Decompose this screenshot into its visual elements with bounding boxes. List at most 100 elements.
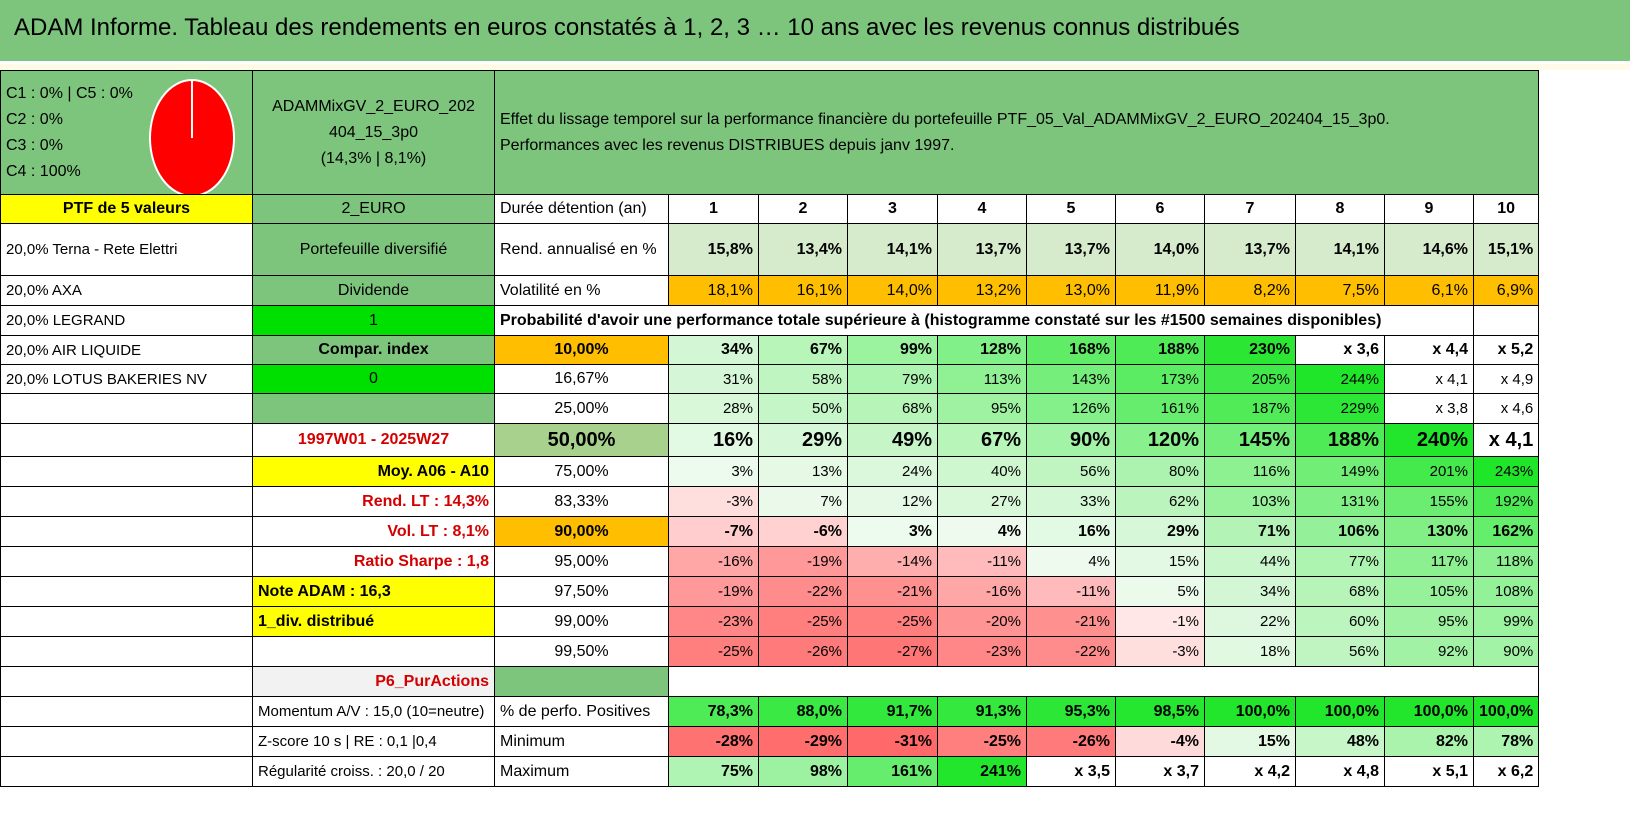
rend-value: 15,8% bbox=[668, 223, 759, 276]
quantile-value: -20% bbox=[937, 606, 1027, 637]
vol-value: 7,5% bbox=[1295, 275, 1385, 306]
quantile-value: 68% bbox=[847, 393, 938, 424]
vol-value: 16,1% bbox=[758, 275, 848, 306]
quantile-value: 31% bbox=[668, 364, 759, 394]
pos-label: % de perfo. Positives bbox=[494, 696, 669, 727]
class-summary-cell: C1 : 0% | C5 : 0% C2 : 0% C3 : 0% C4 : 1… bbox=[0, 70, 253, 195]
quantile-value: -27% bbox=[847, 636, 938, 667]
pos-value: 91,7% bbox=[847, 696, 938, 727]
quantile-value: 56% bbox=[1026, 456, 1116, 487]
quantile-value: 27% bbox=[937, 486, 1027, 517]
quantile-value: -19% bbox=[668, 576, 759, 607]
empty-cell bbox=[494, 666, 669, 697]
class-c4: C4 : 100% bbox=[6, 162, 81, 180]
quantile-value: 244% bbox=[1295, 364, 1385, 394]
quantile-value: 3% bbox=[847, 516, 938, 547]
quantile-value: 40% bbox=[937, 456, 1027, 487]
quantile-value: 68% bbox=[1295, 576, 1385, 607]
quantile-value: -21% bbox=[1026, 606, 1116, 637]
quantile-value: 16% bbox=[1026, 516, 1116, 547]
year-header: 4 bbox=[937, 194, 1027, 224]
fund-name-line2: 404_15_3p0 bbox=[329, 123, 418, 141]
quantile-value: 155% bbox=[1384, 486, 1474, 517]
vol-value: 18,1% bbox=[668, 275, 759, 306]
vol-value: 14,0% bbox=[847, 275, 938, 306]
quantile-value: -1% bbox=[1115, 606, 1205, 637]
quantile-value: 108% bbox=[1472, 576, 1540, 607]
quantile-value: 5% bbox=[1115, 576, 1205, 607]
holding-item: 20,0% Terna - Rete Elettri bbox=[0, 223, 253, 276]
quantile-value: -26% bbox=[758, 636, 848, 667]
year-header: 6 bbox=[1115, 194, 1205, 224]
quantile-value: 162% bbox=[1472, 516, 1540, 547]
rend-lt-label: Rend. LT : 14,3% bbox=[252, 486, 495, 517]
quantile-value: 230% bbox=[1204, 335, 1296, 365]
quantile-label: 25,00% bbox=[494, 393, 669, 424]
max-value: x 4,8 bbox=[1295, 756, 1385, 787]
empty-cell bbox=[0, 456, 253, 487]
quantile-value: 24% bbox=[847, 456, 938, 487]
min-value: 78% bbox=[1472, 726, 1540, 757]
quantile-value: 173% bbox=[1115, 364, 1205, 394]
rend-value: 13,7% bbox=[1204, 223, 1296, 276]
quantile-value: 126% bbox=[1026, 393, 1116, 424]
quantile-value: 16% bbox=[668, 423, 759, 457]
quantile-value: 62% bbox=[1115, 486, 1205, 517]
note-label: Note ADAM : 16,3 bbox=[252, 576, 495, 607]
year-header: 9 bbox=[1384, 194, 1474, 224]
quantile-label: 97,50% bbox=[494, 576, 669, 607]
quantile-value: 44% bbox=[1204, 546, 1296, 577]
vol-label: Volatilité en % bbox=[494, 275, 669, 306]
quantile-value: -16% bbox=[668, 546, 759, 577]
quantile-value: 161% bbox=[1115, 393, 1205, 424]
quantile-value: 77% bbox=[1295, 546, 1385, 577]
quantile-value: 201% bbox=[1384, 456, 1474, 487]
quantile-value: 34% bbox=[668, 335, 759, 365]
class-c3: C3 : 0% bbox=[6, 136, 63, 154]
year-header: 5 bbox=[1026, 194, 1116, 224]
description-line1: Effet du lissage temporel sur la perform… bbox=[500, 110, 1390, 128]
quantile-value: -6% bbox=[758, 516, 848, 547]
quantile-value: -25% bbox=[758, 606, 848, 637]
allocation-pie-chart bbox=[149, 78, 235, 194]
quantile-value: 71% bbox=[1204, 516, 1296, 547]
class-c2: C2 : 0% bbox=[6, 110, 63, 128]
compar-label: Compar. index bbox=[252, 335, 495, 365]
quantile-label: 99,00% bbox=[494, 606, 669, 637]
quantile-value: 67% bbox=[758, 335, 848, 365]
min-value: 48% bbox=[1295, 726, 1385, 757]
momentum-label: Momentum A/V : 15,0 (10=neutre) bbox=[252, 696, 495, 727]
quantile-label: 83,33% bbox=[494, 486, 669, 517]
quantile-value: 60% bbox=[1295, 606, 1385, 637]
min-value: -26% bbox=[1026, 726, 1116, 757]
quantile-value: -11% bbox=[1026, 576, 1116, 607]
pos-value: 88,0% bbox=[758, 696, 848, 727]
quantile-value: 117% bbox=[1384, 546, 1474, 577]
quantile-value: -3% bbox=[668, 486, 759, 517]
holding-item: 20,0% LOTUS BAKERIES NV bbox=[0, 364, 253, 394]
quantile-value: 168% bbox=[1026, 335, 1116, 365]
pos-value: 100,0% bbox=[1204, 696, 1296, 727]
max-value: 241% bbox=[937, 756, 1027, 787]
quantile-value: 29% bbox=[1115, 516, 1205, 547]
quantile-value: 4% bbox=[1026, 546, 1116, 577]
min-value: 15% bbox=[1204, 726, 1296, 757]
quantile-value: 7% bbox=[758, 486, 848, 517]
vol-value: 6,1% bbox=[1384, 275, 1474, 306]
max-value: x 3,7 bbox=[1115, 756, 1205, 787]
period-label: 1997W01 - 2025W27 bbox=[252, 423, 495, 457]
empty-cell bbox=[1472, 305, 1540, 336]
quantile-value: 118% bbox=[1472, 546, 1540, 577]
rend-value: 14,0% bbox=[1115, 223, 1205, 276]
report-title: ADAM Informe. Tableau des rendements en … bbox=[14, 14, 1240, 41]
dividend-value: 1 bbox=[252, 305, 495, 336]
pos-value: 98,5% bbox=[1115, 696, 1205, 727]
quantile-value: 34% bbox=[1204, 576, 1296, 607]
max-value: x 4,2 bbox=[1204, 756, 1296, 787]
quantile-value: 58% bbox=[758, 364, 848, 394]
pos-value: 100,0% bbox=[1472, 696, 1540, 727]
empty-cell bbox=[667, 666, 1540, 697]
rend-value: 14,6% bbox=[1384, 223, 1474, 276]
rend-value: 13,7% bbox=[937, 223, 1027, 276]
vol-value: 8,2% bbox=[1204, 275, 1296, 306]
